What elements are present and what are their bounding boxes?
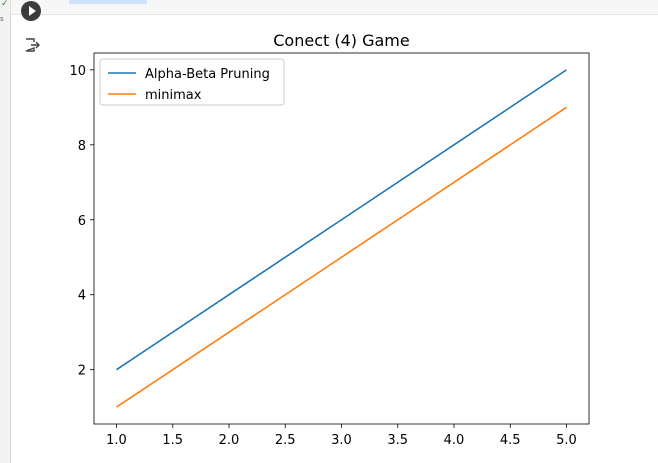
x-tick-label: 2.0 bbox=[219, 433, 240, 448]
code-cell-strip[interactable] bbox=[11, 0, 658, 15]
y-axis: 2 4 6 8 10 bbox=[69, 64, 94, 379]
x-tick-label: 4.0 bbox=[444, 433, 465, 448]
y-tick-label: 6 bbox=[78, 214, 86, 229]
legend: Alpha-Beta Pruning minimax bbox=[99, 58, 285, 106]
series-lines bbox=[116, 69, 567, 408]
y-tick-label: 2 bbox=[78, 364, 86, 379]
exec-indicator-icon: s bbox=[0, 15, 4, 23]
plot-frame bbox=[93, 52, 590, 425]
notebook-gutter bbox=[0, 0, 11, 463]
code-selection bbox=[69, 0, 147, 4]
x-tick-label: 1.0 bbox=[106, 433, 127, 448]
legend-box bbox=[99, 58, 285, 106]
x-tick-label: 4.5 bbox=[500, 433, 521, 448]
output-arrow-icon[interactable] bbox=[24, 37, 40, 53]
series-line-0 bbox=[116, 69, 567, 371]
x-axis: 1.0 1.5 2.0 2.5 3.0 3.5 4.0 4.5 5.0 bbox=[106, 424, 577, 448]
legend-label-0: Alpha-Beta Pruning bbox=[145, 67, 270, 82]
x-tick-label: 2.5 bbox=[275, 433, 296, 448]
y-tick-label: 8 bbox=[78, 139, 86, 154]
y-tick-label: 10 bbox=[69, 64, 86, 79]
x-tick-label: 5.0 bbox=[556, 433, 577, 448]
x-tick-label: 1.5 bbox=[162, 433, 183, 448]
x-tick-label: 3.0 bbox=[331, 433, 352, 448]
x-tick-label: 3.5 bbox=[387, 433, 408, 448]
legend-label-1: minimax bbox=[145, 88, 202, 103]
chart-title: Conect (4) Game bbox=[273, 31, 409, 50]
y-tick-label: 4 bbox=[78, 289, 86, 304]
run-cell-button[interactable] bbox=[21, 1, 41, 21]
series-line-1 bbox=[116, 106, 567, 408]
check-icon: ✓ bbox=[1, 0, 9, 9]
